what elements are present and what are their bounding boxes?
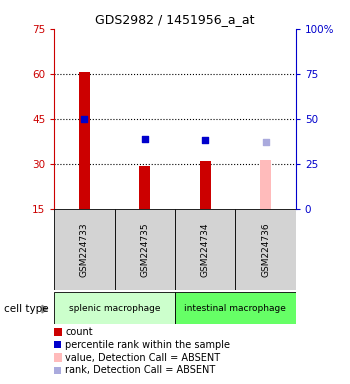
Bar (175, 209, 235, 290)
Text: splenic macrophage: splenic macrophage (69, 304, 160, 313)
Bar (260, 160, 271, 209)
Bar (54, 292, 175, 324)
Point (142, 136, 148, 142)
Bar (200, 161, 211, 209)
Text: GSM224733: GSM224733 (80, 222, 89, 277)
Text: intestinal macrophage: intestinal macrophage (184, 304, 286, 313)
Polygon shape (42, 305, 47, 313)
Title: GDS2982 / 1451956_a_at: GDS2982 / 1451956_a_at (95, 13, 255, 26)
Text: value, Detection Call = ABSENT: value, Detection Call = ABSENT (65, 353, 220, 362)
Text: percentile rank within the sample: percentile rank within the sample (65, 340, 230, 350)
Text: GSM224734: GSM224734 (201, 222, 210, 277)
Point (263, 139, 268, 145)
Bar (175, 292, 296, 324)
Text: GSM224735: GSM224735 (140, 222, 149, 277)
Text: GSM224736: GSM224736 (261, 222, 270, 277)
Bar (139, 166, 150, 209)
Point (202, 137, 208, 143)
Bar (115, 209, 175, 290)
Bar (79, 73, 90, 209)
Text: rank, Detection Call = ABSENT: rank, Detection Call = ABSENT (65, 365, 216, 375)
Bar (235, 209, 296, 290)
Text: cell type: cell type (4, 304, 48, 314)
Text: count: count (65, 327, 93, 337)
Point (82, 116, 87, 122)
Bar (54, 209, 115, 290)
